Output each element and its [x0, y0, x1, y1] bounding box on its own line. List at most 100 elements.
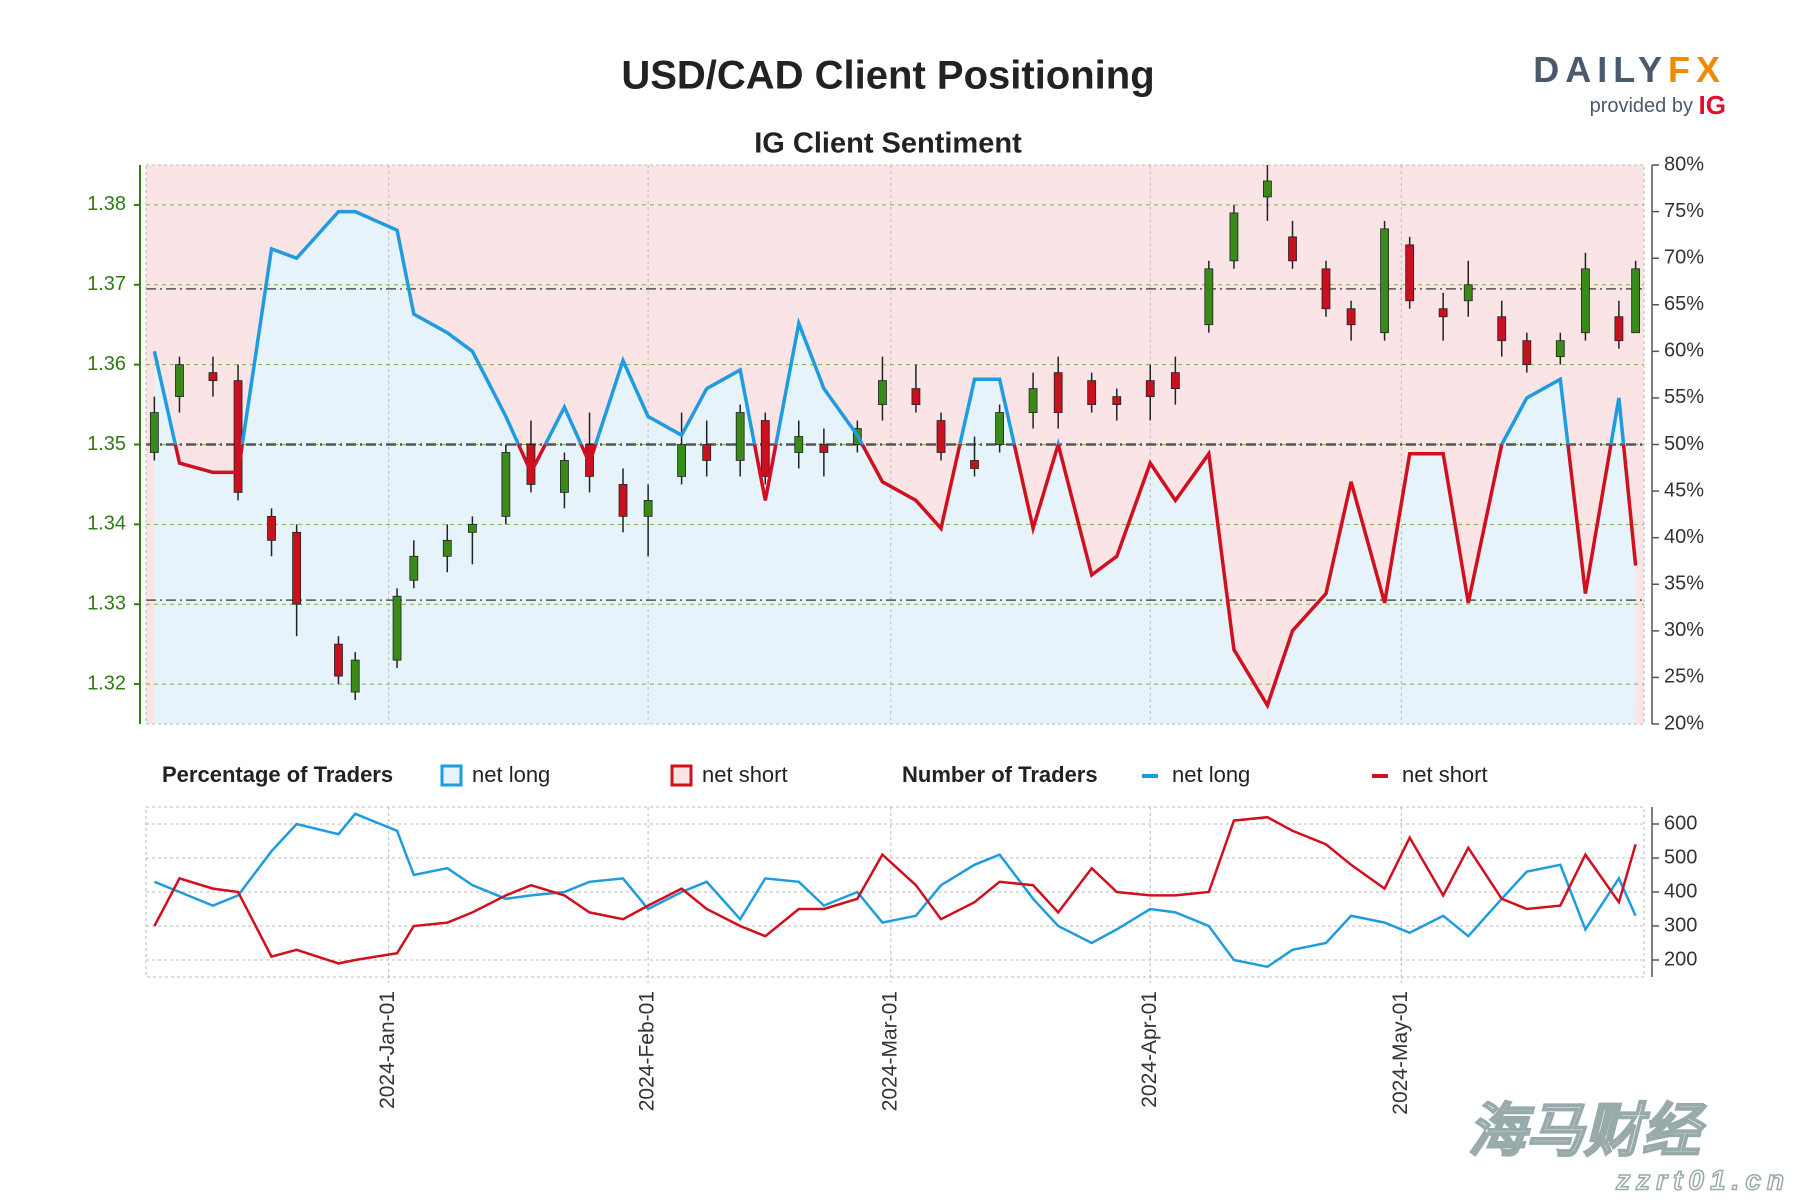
candle-body: [1145, 380, 1155, 397]
watermark: 海马财经: [1468, 1098, 1707, 1163]
x-tick-label: 2024-May-01: [1389, 991, 1412, 1115]
candle-body: [1380, 228, 1389, 334]
logo-tagline: provided by IG: [1590, 90, 1726, 120]
candle-body: [911, 388, 921, 405]
legend-title: Percentage of Traders: [162, 762, 393, 787]
candle-body: [208, 372, 218, 382]
y-tick-label: 500: [1664, 846, 1697, 868]
y2-tick-label: 75%: [1664, 200, 1704, 222]
candle-body: [292, 531, 302, 605]
y2-tick-label: 80%: [1664, 153, 1704, 175]
watermark-site: zzrt01.cn: [1615, 1164, 1790, 1195]
candle-body: [1053, 372, 1063, 413]
candle-body: [560, 460, 569, 493]
x-tick-label: 2024-Apr-01: [1138, 991, 1161, 1108]
candle-body: [677, 444, 686, 477]
candle-body: [267, 515, 276, 541]
candle-body: [1463, 284, 1473, 302]
candle-body: [735, 412, 745, 461]
legend-label: net long: [472, 762, 550, 787]
x-tick-label: 2024-Jan-01: [376, 991, 399, 1109]
candle-body: [1438, 308, 1448, 318]
candle-body: [1229, 212, 1239, 262]
candle-body: [1288, 236, 1297, 262]
y-tick-label: 1.32: [87, 672, 126, 694]
candle-body: [1263, 180, 1272, 198]
candle-body: [1405, 244, 1415, 302]
candle-body: [392, 595, 402, 661]
tagline-accent: IG: [1699, 90, 1726, 120]
candle-body: [1581, 268, 1590, 334]
candle-body: [1170, 372, 1180, 389]
y-tick-label: 1.33: [87, 592, 126, 614]
candle-body: [334, 643, 343, 677]
y2-tick-label: 55%: [1664, 386, 1704, 408]
y-tick-label: 1.37: [87, 273, 126, 295]
legend-swatch: [440, 764, 463, 787]
candle-body: [501, 452, 511, 517]
y2-tick-label: 25%: [1664, 666, 1704, 688]
y2-tick-label: 20%: [1664, 712, 1704, 734]
legend-label: net long: [1172, 762, 1250, 787]
candle-body: [760, 420, 770, 477]
net-long-area: [154, 211, 1636, 724]
legend-swatch: [670, 764, 693, 787]
candle-body: [409, 555, 419, 581]
y-tick-label: 1.34: [87, 513, 126, 535]
chart-title: USD/CAD Client Positioning: [621, 54, 1154, 98]
candle-body: [233, 380, 243, 493]
logo-brand: DAILY: [1533, 49, 1668, 90]
candle-body: [618, 484, 628, 517]
legend-title: Number of Traders: [902, 762, 1098, 787]
candle-body: [1555, 340, 1565, 358]
y-tick-label: 200: [1664, 948, 1697, 970]
y2-tick-label: 65%: [1664, 293, 1704, 315]
candle-body: [1631, 268, 1641, 334]
x-tick-label: 2024-Mar-01: [878, 991, 901, 1111]
series-line: [153, 812, 1637, 969]
chart-subtitle: IG Client Sentiment: [754, 128, 1022, 160]
series-line: [153, 815, 1637, 965]
candle-body: [702, 444, 712, 461]
y2-tick-label: 45%: [1664, 479, 1704, 501]
candle-body: [467, 523, 477, 533]
candle-body: [970, 460, 979, 469]
y2-tick-label: 60%: [1664, 340, 1704, 362]
legend-label: net short: [1402, 762, 1488, 787]
y2-tick-label: 35%: [1664, 573, 1704, 595]
candle-body: [1522, 340, 1532, 366]
y2-tick-label: 50%: [1664, 433, 1704, 455]
candle-body: [1614, 316, 1624, 342]
candle-body: [1497, 316, 1507, 342]
y-tick-label: 1.35: [87, 433, 126, 455]
candle-body: [794, 436, 804, 453]
candle-body: [1321, 268, 1331, 310]
sentiment-line: [173, 444, 1638, 710]
x-tick-label: 2024-Feb-01: [636, 991, 659, 1111]
candle-body: [995, 412, 1005, 445]
plot-border: [145, 164, 1645, 725]
legend-label: net short: [702, 762, 788, 787]
y-tick-label: 1.36: [87, 353, 126, 375]
candle-body: [1346, 308, 1356, 326]
candle-body: [819, 444, 829, 453]
tagline: provided by: [1590, 95, 1693, 117]
sentiment-line: [152, 209, 1626, 445]
candle-body: [878, 380, 887, 405]
candle-body: [175, 364, 184, 397]
candle-body: [643, 499, 653, 517]
candle-body: [936, 420, 946, 453]
y-tick-label: 300: [1664, 914, 1697, 936]
y2-tick-label: 70%: [1664, 246, 1704, 268]
y-tick-label: 600: [1664, 812, 1697, 834]
y2-tick-label: 40%: [1664, 526, 1704, 548]
candle-body: [1204, 268, 1214, 326]
y-tick-label: 400: [1664, 880, 1697, 902]
candle-body: [350, 659, 360, 693]
candle-body: [149, 412, 159, 453]
y2-tick-label: 30%: [1664, 619, 1704, 641]
candle-body: [442, 539, 452, 557]
logo-accent: FX: [1668, 49, 1726, 90]
y-tick-label: 1.38: [87, 193, 126, 215]
